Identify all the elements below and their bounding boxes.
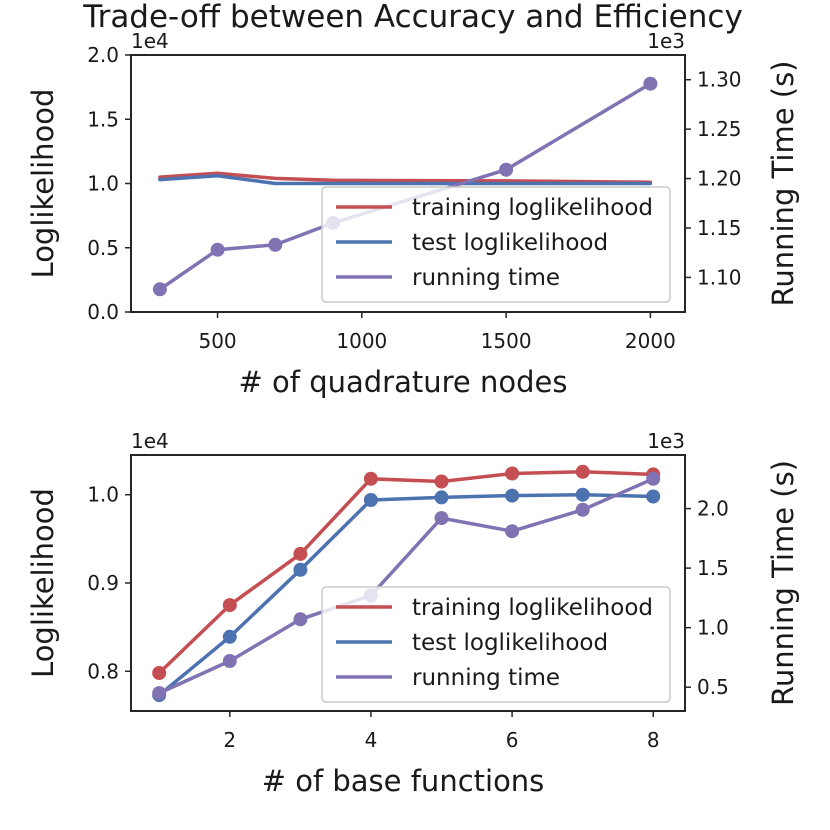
data-point-training — [505, 466, 520, 481]
data-point-test — [434, 490, 449, 505]
data-point-training — [575, 464, 590, 479]
left-axis-multiplier: 1e4 — [131, 29, 169, 53]
legend-label-test: test loglikelihood — [412, 230, 608, 256]
legend-label-training: training loglikelihood — [412, 595, 653, 621]
data-point-test — [363, 493, 378, 507]
data-point-running — [575, 502, 590, 517]
data-point-test — [222, 629, 237, 644]
y-tick-label-left: 0.9 — [87, 571, 119, 595]
data-point-running — [505, 524, 520, 539]
data-point-training — [363, 471, 378, 486]
x-tick-label: 2 — [223, 728, 236, 752]
x-tick-label: 2000 — [625, 329, 676, 353]
legend: training loglikelihood test loglikelihood… — [321, 586, 671, 703]
series-line-running — [158, 81, 653, 292]
legend-box — [321, 586, 671, 703]
y-tick-label-left: 1.0 — [87, 172, 119, 196]
right-axis-multiplier: 1e3 — [647, 429, 685, 453]
y-tick-label-right: 1.10 — [697, 265, 742, 289]
y-axis-label-right: Running Time (s) — [766, 61, 800, 307]
data-point-running — [152, 282, 167, 297]
legend: training loglikelihood test loglikelihood… — [321, 186, 671, 303]
x-tick-label: 1000 — [336, 329, 387, 353]
x-axis-label: # of quadrature nodes — [239, 365, 568, 399]
x-tick-label: 6 — [506, 728, 519, 752]
series-line-training — [158, 171, 653, 184]
data-point-running — [434, 511, 449, 526]
data-point-test — [505, 488, 520, 503]
y-axis-label-left: Loglikelihood — [26, 89, 60, 279]
data-point-test — [646, 489, 661, 504]
y-tick-label-left: 0.8 — [87, 659, 119, 683]
data-point-running — [499, 162, 514, 177]
figure-title: Trade-off between Accuracy and Efficienc… — [82, 0, 743, 35]
data-point-training — [152, 666, 167, 680]
legend-label-training: training loglikelihood — [412, 195, 653, 221]
data-point-running — [222, 654, 237, 668]
y-tick-label-left: 1.0 — [87, 483, 119, 507]
data-point-running — [643, 76, 658, 91]
x-axis-label: # of base functions — [262, 764, 545, 798]
y-tick-label-left: 0.0 — [87, 300, 119, 324]
y-tick-label-right: 1.5 — [697, 556, 729, 580]
y-tick-label-left: 2.0 — [87, 43, 119, 67]
y-tick-label-left: 1.5 — [87, 107, 119, 131]
x-tick-label: 8 — [647, 728, 660, 752]
x-tick-label: 1500 — [481, 329, 532, 353]
legend-label-running: running time — [412, 265, 560, 291]
y-tick-label-right: 1.30 — [697, 68, 742, 92]
y-tick-label-right: 1.20 — [697, 167, 742, 191]
left-axis-multiplier: 1e4 — [131, 429, 169, 453]
y-axis-label-right: Running Time (s) — [766, 460, 800, 706]
x-tick-label: 4 — [365, 728, 378, 752]
legend-label-test: test loglikelihood — [412, 630, 608, 656]
chart-panel-quadrature-nodes: 500 1000 1500 2000 0.0 0.5 1.0 1.5 2.0 1.10 1.15 1.… — [26, 29, 800, 399]
right-axis-multiplier: 1e3 — [647, 29, 685, 53]
y-tick-label-left: 0.5 — [87, 236, 119, 260]
data-point-training — [293, 546, 308, 561]
series-line-running — [157, 477, 655, 695]
y-tick-label-right: 2.0 — [697, 497, 729, 521]
series-line-training — [157, 470, 655, 675]
data-point-test — [575, 487, 590, 502]
data-point-training — [434, 474, 449, 489]
series-line-test — [157, 492, 655, 697]
y-tick-label-right: 1.0 — [697, 616, 729, 640]
series-line-test — [158, 174, 653, 186]
data-point-running — [152, 686, 167, 701]
data-point-running — [293, 612, 308, 627]
x-tick-label: 500 — [198, 329, 236, 353]
y-tick-label-right: 1.25 — [697, 117, 742, 141]
legend-box — [321, 186, 671, 303]
y-tick-label-right: 1.15 — [697, 216, 742, 240]
legend-label-running: running time — [412, 665, 560, 691]
data-point-test — [293, 562, 308, 577]
data-point-training — [222, 598, 237, 613]
data-point-running — [646, 471, 661, 486]
data-point-running — [210, 242, 225, 257]
data-point-running — [268, 237, 283, 252]
chart-panel-base-functions: 2 4 6 8 0.8 0.9 1.0 0.5 1.0 1.5 2.0 1e4 1e3 # of base… — [26, 429, 800, 798]
y-tick-label-right: 0.5 — [697, 675, 729, 699]
y-axis-label-left: Loglikelihood — [26, 488, 60, 678]
